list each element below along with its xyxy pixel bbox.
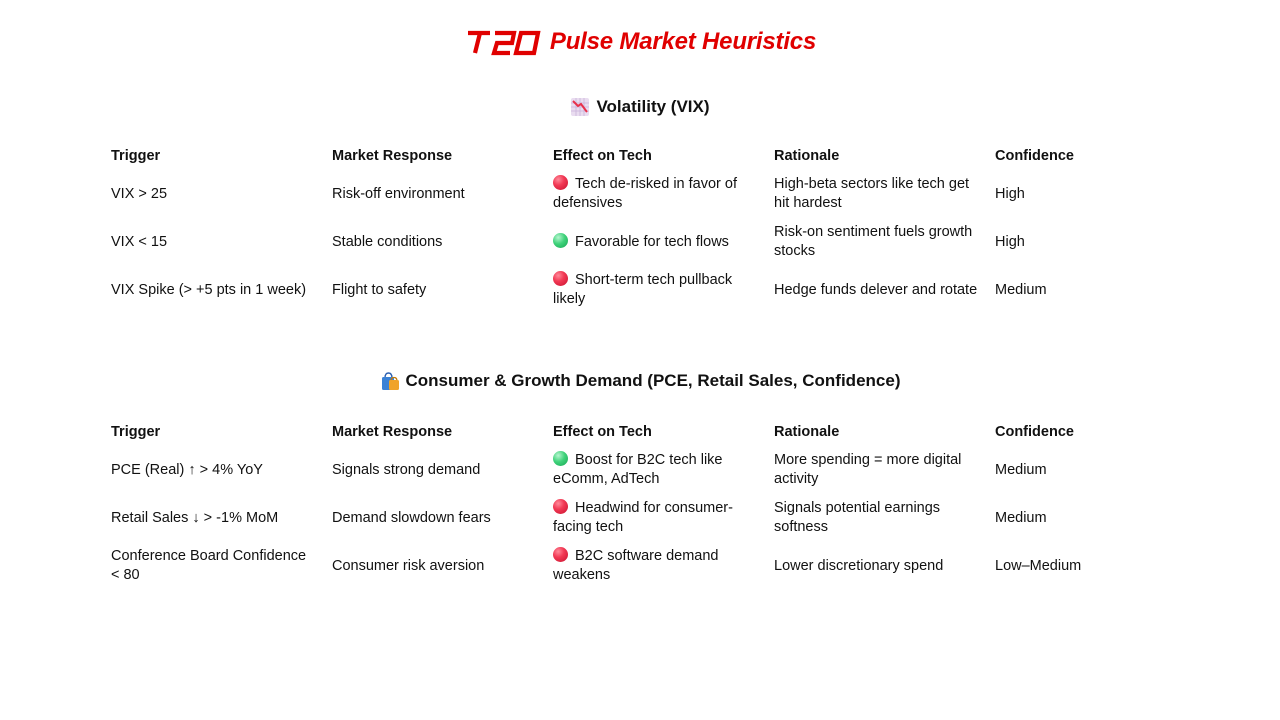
chart-decreasing-icon [571, 98, 590, 116]
table-header-row: Trigger Market Response Effect on Tech R… [104, 142, 1209, 170]
shopping-bags-icon [381, 372, 399, 390]
red-circle-icon [553, 271, 568, 286]
section-heading-consumer-demand: Consumer & Growth Demand (PCE, Retail Sa… [0, 371, 1280, 391]
t2d-logo-icon: T2D [467, 30, 541, 56]
response-cell: Risk-off environment [332, 185, 465, 202]
rationale-cell: More spending = more digital activity [774, 452, 962, 487]
column-header-trigger: Trigger [111, 424, 161, 440]
table-row: VIX < 15 Stable conditions Favorable for… [104, 218, 1209, 266]
effect-cell: Boost for B2C tech like eComm, AdTech [546, 446, 767, 494]
rationale-cell: Signals potential earnings softness [774, 500, 941, 535]
trigger-cell: Retail Sales ↓ > -1% MoM [111, 509, 279, 526]
column-header-rationale: Rationale [774, 148, 840, 164]
red-circle-icon [553, 547, 568, 562]
effect-text: Boost for B2C tech like eComm, AdTech [553, 452, 723, 487]
trigger-cell: VIX Spike (> +5 pts in 1 week) [111, 281, 307, 298]
confidence-cell: Medium [995, 281, 1047, 298]
table-row: Retail Sales ↓ > -1% MoM Demand slowdown… [104, 494, 1209, 542]
red-circle-icon [553, 175, 568, 190]
effect-text: Headwind for consumer-facing tech [553, 500, 733, 535]
column-header-confidence: Confidence [995, 148, 1074, 164]
response-cell: Stable conditions [332, 233, 443, 250]
section-title: Volatility (VIX) [596, 97, 710, 116]
rationale-cell: Lower discretionary spend [774, 557, 944, 574]
consumer-demand-table: Trigger Market Response Effect on Tech R… [104, 418, 1209, 590]
section-title: Consumer & Growth Demand (PCE, Retail Sa… [405, 371, 901, 390]
rationale-cell: Risk-on sentiment fuels growth stocks [774, 224, 973, 259]
table-row: VIX > 25 Risk-off environment Tech de-ri… [104, 170, 1209, 218]
column-header-market-response: Market Response [332, 148, 453, 164]
section-heading-volatility: Volatility (VIX) [0, 97, 1280, 117]
page-title: Pulse Market Heuristics [549, 28, 817, 55]
trigger-cell: PCE (Real) ↑ > 4% YoY [111, 461, 263, 478]
effect-cell: Favorable for tech flows [546, 218, 767, 266]
green-circle-icon [553, 232, 568, 248]
volatility-table: Trigger Market Response Effect on Tech R… [104, 142, 1209, 314]
confidence-cell: High [995, 185, 1025, 202]
rationale-cell: High-beta sectors like tech get hit hard… [774, 176, 970, 211]
effect-text: Favorable for tech flows [575, 233, 729, 250]
column-header-effect-on-tech: Effect on Tech [553, 424, 652, 440]
page-header: T2D Pulse Market Heuristics [0, 24, 1280, 60]
effect-cell: Headwind for consumer-facing tech [546, 494, 767, 542]
table-row: VIX Spike (> +5 pts in 1 week) Flight to… [104, 266, 1209, 314]
effect-text: Short-term tech pullback likely [553, 272, 733, 307]
confidence-cell: High [995, 233, 1025, 250]
table-row: Conference Board Confidence < 80 Consume… [104, 542, 1209, 590]
red-circle-icon [553, 499, 568, 514]
green-circle-icon [553, 451, 568, 466]
effect-cell: Short-term tech pullback likely [546, 266, 767, 314]
confidence-cell: Medium [995, 509, 1047, 526]
effect-cell: B2C software demand weakens [546, 542, 767, 590]
rationale-cell: Hedge funds delever and rotate [774, 281, 978, 298]
table-header-row: Trigger Market Response Effect on Tech R… [104, 418, 1209, 446]
effect-cell: Tech de-risked in favor of defensives [546, 170, 767, 218]
response-cell: Consumer risk aversion [332, 557, 485, 574]
trigger-cell: Conference Board Confidence < 80 [111, 548, 307, 583]
response-cell: Demand slowdown fears [332, 509, 491, 526]
effect-text: B2C software demand weakens [553, 548, 719, 583]
column-header-effect-on-tech: Effect on Tech [553, 148, 652, 164]
response-cell: Signals strong demand [332, 461, 481, 478]
table-row: PCE (Real) ↑ > 4% YoY Signals strong dem… [104, 446, 1209, 494]
response-cell: Flight to safety [332, 281, 427, 298]
effect-text: Tech de-risked in favor of defensives [553, 176, 737, 211]
column-header-confidence: Confidence [995, 424, 1074, 440]
trigger-cell: VIX < 15 [111, 233, 168, 250]
confidence-cell: Low–Medium [995, 557, 1082, 574]
column-header-market-response: Market Response [332, 424, 453, 440]
confidence-cell: Medium [995, 461, 1047, 478]
column-header-trigger: Trigger [111, 148, 161, 164]
column-header-rationale: Rationale [774, 424, 840, 440]
trigger-cell: VIX > 25 [111, 185, 168, 202]
